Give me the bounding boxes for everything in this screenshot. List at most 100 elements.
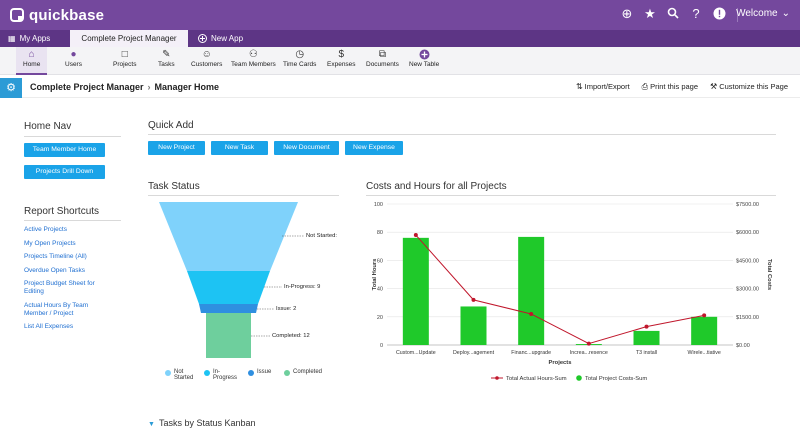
hours-point-3[interactable] [529,311,534,316]
link-projects-timeline[interactable]: Projects Timeline (All) [24,253,87,260]
funnel-segment-completed[interactable] [206,313,251,358]
logo-text: quickbase [29,6,105,24]
link-my-open-projects[interactable]: My Open Projects [24,240,76,247]
y-tick-label: 0 [380,343,383,349]
bar-2[interactable] [460,306,487,345]
customize-page-link[interactable]: ⚒ Customize this Page [710,82,788,92]
alert-icon[interactable] [712,7,726,21]
funnel-legend-not-started[interactable]: Not Started [165,369,200,381]
funnel-segment-not-started[interactable] [159,202,298,271]
y-tick-label: 20 [377,315,383,321]
team-member-home-button[interactable]: Team Member Home [24,143,105,157]
hours-line [415,234,705,345]
nav-item-new-table[interactable]: New Table [409,49,439,68]
add-icon[interactable]: ⊕ [621,6,633,21]
y-right-tick-label: $6000.00 [736,230,759,236]
page-title-bar: ⚙ Complete Project Manager › Manager Home … [0,76,800,98]
nav-item-home[interactable]: ⌂ Home [16,47,48,75]
nav-item-label: Users [65,61,82,68]
legend-hours-label[interactable]: Total Actual Hours-Sum [506,376,567,382]
hours-point-2[interactable] [471,297,476,302]
legend-label: In-Progress [213,369,238,381]
customize-page-label: Customize this Page [719,82,788,91]
gear-icon[interactable]: ⚙ [0,78,22,98]
grid-icon: ▦ [8,34,16,43]
nav-item-users[interactable]: ● Users [65,49,82,68]
import-export-link[interactable]: ⇅ Import/Export [576,82,630,92]
kanban-title: Tasks by Status Kanban [158,418,256,428]
tab-new-app[interactable]: New App [198,30,243,47]
bar-3[interactable] [518,236,545,345]
triangle-down-icon: ▼ [148,421,155,428]
breadcrumb-app[interactable]: Complete Project Manager [30,82,144,92]
x-tick-label: Custom...Update [396,350,436,356]
x-axis-title: Projects [549,360,572,366]
funnel-legend-in-progress[interactable]: In-Progress [204,369,241,381]
new-project-button[interactable]: New Project [148,141,205,155]
x-tick-label: Wirele...tiative [688,350,721,356]
nav-item-label: Expenses [327,61,356,68]
task-status-title: Task Status [148,181,200,192]
tab-active-label: Complete Project Manager [81,34,177,43]
quickbase-logo-icon [10,8,24,22]
projects-drill-down-button[interactable]: Projects Drill Down [24,165,105,179]
new-expense-button[interactable]: New Expense [345,141,403,155]
tab-new-app-label: New App [211,34,244,43]
legend-costs-label[interactable]: Total Project Costs-Sum [585,376,647,382]
smile-icon: ☺ [201,49,212,60]
funnel-label-completed: Completed: 12 [272,333,310,339]
star-icon[interactable]: ★ [644,6,656,21]
tab-my-apps[interactable]: ▦ My Apps [8,30,50,47]
kanban-toggle[interactable]: ▼ Tasks by Status Kanban [148,418,256,428]
search-icon[interactable] [666,7,680,21]
bar-5[interactable] [633,330,660,345]
link-overdue-open-tasks[interactable]: Overdue Open Tasks [24,267,85,274]
hours-point-4[interactable] [586,341,591,346]
legend-label: Issue [257,369,272,375]
funnel-legend-issue[interactable]: Issue [248,369,271,376]
report-shortcuts-title: Report Shortcuts [24,206,100,217]
new-document-button[interactable]: New Document [274,141,339,155]
y-right-tick-label: $3000.00 [736,287,759,293]
link-project-budget-sheet[interactable]: Project Budget Sheet for Editing [24,280,95,295]
tab-complete-project-manager[interactable]: Complete Project Manager [70,30,188,47]
nav-item-customers[interactable]: ☺ Customers [191,49,222,68]
legend-label: Not Started [174,369,194,381]
team-icon: ⚇ [248,49,258,60]
funnel-segment-in-progress[interactable] [187,271,270,304]
hours-point-6[interactable] [702,313,707,318]
nav-item-label: Documents [366,61,399,68]
hours-point-1[interactable] [413,233,418,238]
welcome-label: Welcome [736,8,778,19]
link-list-all-expenses[interactable]: List All Expenses [24,323,74,330]
timecard-icon: ◷ [295,49,305,60]
nav-item-projects[interactable]: □ Projects [113,49,136,68]
welcome-menu[interactable]: Welcome ⌄ [736,8,790,19]
nav-item-team-members[interactable]: ⚇ Team Members [231,49,276,68]
documents-icon: ⧉ [378,49,386,60]
new-task-button[interactable]: New Task [211,141,268,155]
bar-1[interactable] [402,237,429,345]
hours-point-5[interactable] [644,324,649,329]
y-tick-label: 60 [377,258,383,264]
top-bar: quickbase ⊕ ★ ? Welcome ⌄ [0,0,800,30]
link-actual-hours[interactable]: Actual Hours By Team Member / Project [24,302,89,317]
nav-item-expenses[interactable]: $ Expenses [327,49,356,68]
funnel-segment-issue[interactable] [199,304,258,313]
print-page-link[interactable]: ⎙ Print this page [642,82,698,92]
funnel-label-in-progress: In-Progress: 9 [284,284,321,290]
nav-item-documents[interactable]: ⧉ Documents [366,49,399,68]
y-right-tick-label: $0.00 [736,343,750,349]
help-icon[interactable]: ? [692,6,700,21]
home-icon: ⌂ [28,49,35,60]
legend-line-marker [495,376,499,380]
quickbase-logo[interactable]: quickbase [10,7,104,24]
nav-item-time-cards[interactable]: ◷ Time Cards [283,49,316,68]
bar-6[interactable] [691,316,718,345]
funnel-legend-completed[interactable]: Completed [284,369,322,376]
link-active-projects[interactable]: Active Projects [24,226,67,233]
import-export-label: Import/Export [584,82,630,91]
nav-item-tasks[interactable]: ✎ Tasks [158,49,175,68]
nav-item-label: Tasks [158,61,175,68]
